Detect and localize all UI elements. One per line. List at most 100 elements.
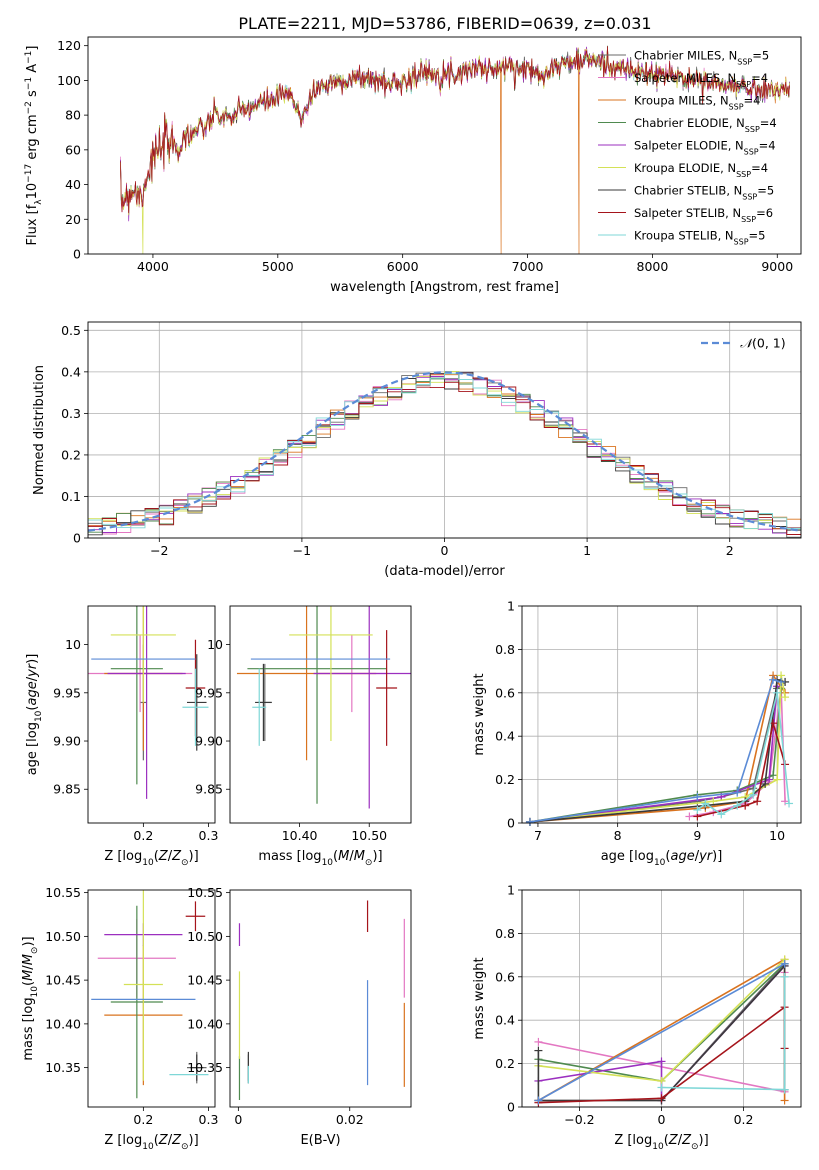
- weight_vs_Z-xtick-label: 0: [658, 1112, 666, 1127]
- age_vs_Z-xlabel-part: 10: [142, 858, 154, 868]
- weight_vs_Z-xlabel-part: Z: [681, 1133, 692, 1148]
- weight_vs_age-xtick-label: 8: [614, 828, 622, 843]
- legend-label-chabrier-elodie: Chabrier ELODIE, NSSP=4: [634, 116, 777, 134]
- age_vs_mass-xlabel-part: /: [349, 849, 354, 864]
- legend-sub: SSP: [744, 147, 759, 156]
- weight_vs_age-ytick-label: 1: [507, 599, 515, 614]
- residuals-ytick-label: 0.4: [61, 364, 81, 379]
- legend-nssp: =5: [749, 229, 766, 243]
- spectrum-ytick-label: 60: [65, 142, 81, 157]
- weight_vs_Z-xlabel-part: )]: [699, 1133, 709, 1148]
- weight_vs_Z-ylabel: mass weight: [472, 957, 487, 1039]
- age_vs_Z-xlabel-part: (: [154, 849, 159, 864]
- legend-nssp: =4: [751, 71, 768, 85]
- mass_vs_Z-xlabel-part: /: [168, 1133, 173, 1148]
- weight_vs_Z-xlabel-part: (: [664, 1133, 669, 1148]
- legend-model: Kroupa ELODIE, N: [634, 161, 736, 175]
- spectrum-xtick-label: 5000: [262, 259, 294, 274]
- residuals-xtick-label: 1: [583, 543, 591, 558]
- legend-nssp: =4: [760, 116, 777, 130]
- age_vs_mass-xlabel-part: M: [354, 849, 365, 864]
- legend-model: Salpeter MILES, N: [634, 71, 736, 85]
- spectrum-ylabel-part: −1: [24, 51, 34, 64]
- legend-nssp: =4: [751, 161, 768, 175]
- weight_vs_age-ylabel-part: mass weight: [472, 673, 487, 755]
- point-salpeter-stelib: [376, 630, 398, 746]
- age_vs_Z-ylabel-part: 10: [34, 710, 44, 722]
- legend-sub: SSP: [737, 57, 752, 66]
- weight_vs_Z-xtick-label: −0.2: [564, 1112, 594, 1127]
- legend-nssp: =4: [744, 94, 761, 108]
- legend-model: Kroupa MILES, N: [634, 94, 729, 108]
- mass_vs_Z-xlabel: Z [log10(Z/Z⊙)]: [104, 1133, 198, 1152]
- residuals-xtick-label: −2: [150, 543, 168, 558]
- mass_vs_Z-ylabel-part: mass [log: [21, 997, 36, 1060]
- marker-salpeter-stelib: [753, 797, 762, 806]
- point-kroupa-stelib: [182, 668, 209, 746]
- residuals-xtick-label: −1: [293, 543, 311, 558]
- mass_vs_Z-ylabel-part: 10: [30, 986, 40, 998]
- age_vs_Z-xlabel-part: ⊙: [181, 858, 189, 868]
- weight_vs_Z-xlabel: Z [log10(Z/Z⊙)]: [614, 1133, 708, 1152]
- marker-kroupa-stelib: [780, 972, 789, 981]
- age_vs_Z-xlabel: Z [log10(Z/Z⊙)]: [104, 849, 198, 868]
- mass_vs_Z-ylabel-part: )]: [21, 936, 36, 946]
- weight_vs_age-xlabel-part: (: [665, 849, 670, 864]
- age_vs_Z-ytick-label: 10: [65, 637, 81, 652]
- spectrum-xtick-label: 6000: [387, 259, 419, 274]
- age_vs_mass-xlabel-part: 10: [322, 858, 334, 868]
- weight_vs_Z-ytick-label: 0.4: [495, 1013, 515, 1028]
- mass_vs_ebv-xtick-label: 0: [234, 1112, 242, 1127]
- weight_vs_Z-ytick-label: 0.2: [495, 1056, 515, 1071]
- mass_vs_Z-xlabel-part: Z: [171, 1133, 182, 1148]
- mass_vs_ebv-ytick-label: 10.50: [187, 929, 223, 944]
- marker-salpeter-miles: [534, 1037, 543, 1046]
- legend-model: Chabrier ELODIE, N: [634, 116, 745, 130]
- spectrum-xtick-label: 4000: [137, 259, 169, 274]
- point-salpeter-elodie: [107, 606, 186, 799]
- spectrum-ylabel-part: λ: [34, 199, 44, 205]
- mass_vs_Z-ytick-label: 10.55: [45, 885, 81, 900]
- legend-normal-label: 𝒩(0, 1): [740, 336, 786, 351]
- marker-kroupa-stelib: [657, 1083, 666, 1092]
- mass_vs_Z-ylabel-part: /: [21, 965, 36, 970]
- point-salpeter-stelib: [185, 901, 206, 932]
- marker-kroupa-stelib: [773, 688, 782, 697]
- legend-label-chabrier-miles: Chabrier MILES, NSSP=5: [634, 49, 769, 67]
- mass_vs_Z-ylabel-part: (: [21, 981, 36, 986]
- legend-nssp: =4: [759, 139, 776, 153]
- age_vs_mass-xlabel-part: (: [333, 849, 338, 864]
- weight_vs_age-xlabel: age [log10(age/yr)]: [601, 849, 723, 868]
- marker-normal: [769, 675, 778, 684]
- weight_vs_age-ytick-label: 0.4: [495, 729, 515, 744]
- age_vs_mass-xlabel-part: ⊙: [365, 858, 373, 868]
- residuals-xtick-label: 0: [441, 543, 449, 558]
- spectrum-ylabel-part: A: [25, 64, 40, 77]
- weight_vs_Z-ytick-label: 0.8: [495, 926, 515, 941]
- age_vs_mass-xtick-label: 10.40: [282, 828, 318, 843]
- weight_vs_Z-xtick-label: 0.2: [734, 1112, 754, 1127]
- legend-label-chabrier-stelib: Chabrier STELIB, NSSP=5: [634, 184, 774, 202]
- spectrum-xlabel: wavelength [Angstrom, rest frame]: [330, 280, 559, 295]
- marker-normal: [693, 792, 702, 801]
- residuals-ytick-label: 0.5: [61, 323, 81, 338]
- age_vs_Z-xlabel-part: Z: [158, 849, 169, 864]
- plot-layer: 4000 5000 6000 7000 8000 9000020406080100120C…: [21, 36, 802, 1152]
- series-salpeter-miles: [689, 688, 786, 818]
- point-chabrier-stelib: [255, 663, 272, 742]
- age_vs_Z-ytick-label: 9.85: [53, 782, 81, 797]
- age_vs_Z-frame: [87, 605, 216, 824]
- mass_vs_Z-ylabel-part: ⊙: [30, 947, 40, 955]
- residuals-xtick-label: 2: [726, 543, 734, 558]
- age_vs_Z-ylabel: age [log10(age/yr)]: [25, 654, 44, 776]
- spectrum-ylabel-part: ]: [25, 46, 40, 51]
- mass_vs_ebv-ytick-label: 10.55: [187, 885, 223, 900]
- spectrum-ylabel-part: 10: [25, 183, 40, 200]
- point-kroupa-elodie: [123, 890, 163, 1081]
- series-salpeter-elodie: [529, 686, 778, 823]
- mass_vs_Z-ytick-label: 10.50: [45, 929, 81, 944]
- age_vs_Z-ylabel-part: )]: [25, 654, 40, 664]
- legend-label-salpeter-miles: Salpeter MILES, NSSP=4: [634, 71, 768, 89]
- figure-title: PLATE=2211, MJD=53786, FIBERID=0639, z=0…: [238, 14, 651, 33]
